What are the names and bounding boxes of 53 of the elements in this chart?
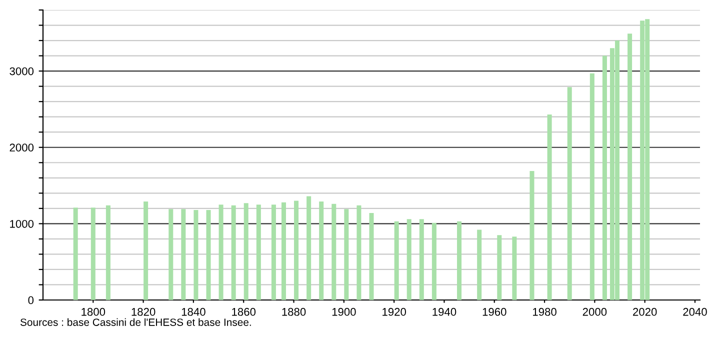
x-tick-label: 1980 [533, 308, 556, 316]
bar [181, 209, 186, 300]
bar [206, 210, 211, 300]
bar [432, 222, 436, 300]
bar [218, 204, 224, 300]
x-tick-label: 1940 [432, 308, 456, 316]
x-tick-label: 1900 [332, 308, 356, 316]
y-tick-label: 2000 [10, 144, 34, 152]
source-note: Sources : base Cassini de l'EHESS et base Insee. [20, 318, 251, 326]
bar [547, 114, 552, 300]
x-tick-label: 2020 [633, 308, 657, 316]
bar [281, 202, 286, 300]
bar [530, 171, 534, 300]
x-tick-label: 1960 [482, 308, 506, 316]
x-tick-label: 1800 [82, 308, 106, 316]
x-tick-label: 1860 [232, 308, 256, 316]
bar [168, 209, 174, 300]
bar [356, 205, 362, 300]
bar [590, 73, 594, 300]
bar [306, 196, 312, 300]
x-tick-label: 1840 [182, 308, 206, 316]
bar [344, 209, 349, 300]
bar [497, 235, 502, 300]
x-tick-label: 1920 [382, 308, 406, 316]
y-tick-label: 1000 [10, 220, 34, 228]
bar [256, 204, 261, 300]
bar [406, 219, 412, 300]
bar [319, 202, 324, 300]
bar [73, 208, 78, 300]
bar [457, 221, 462, 300]
bar [231, 205, 236, 300]
bar [144, 202, 148, 300]
bar [90, 208, 96, 300]
y-tick-label: 0 [28, 296, 34, 304]
bar [477, 230, 482, 300]
y-tick-label: 3000 [10, 67, 34, 76]
bar [419, 219, 424, 300]
bar [567, 87, 572, 300]
bar [369, 213, 374, 300]
x-tick-label: 2040 [683, 308, 707, 316]
bar [271, 204, 276, 300]
bar [628, 34, 632, 300]
bar [194, 210, 198, 300]
bar [244, 203, 248, 300]
bar [394, 221, 399, 300]
x-tick-label: 1820 [132, 308, 156, 316]
x-tick-label: 1880 [282, 308, 306, 316]
bar [332, 204, 336, 300]
bar [106, 205, 110, 300]
bar [602, 56, 607, 300]
bar [294, 200, 299, 300]
x-tick-label: 2000 [582, 308, 607, 316]
bar [512, 236, 517, 300]
